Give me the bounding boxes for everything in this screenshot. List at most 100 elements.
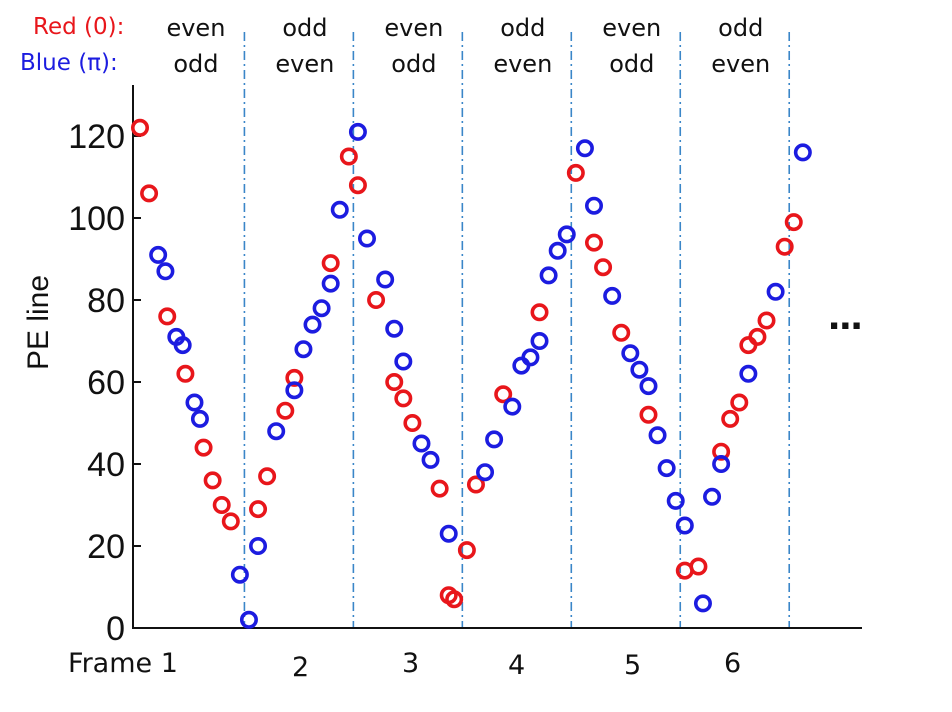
blue-point xyxy=(394,352,413,371)
red-parity-label: odd xyxy=(282,14,328,42)
blue-point xyxy=(385,319,404,338)
blue-point xyxy=(539,266,558,285)
red-point xyxy=(757,311,776,330)
blue-point xyxy=(739,364,758,383)
blue-point xyxy=(530,331,549,350)
y-tick-label: 20 xyxy=(87,528,125,566)
frame-label: 6 xyxy=(724,648,742,679)
frame-label: 5 xyxy=(624,650,642,681)
blue-point xyxy=(421,450,440,469)
blue-parity-label: odd xyxy=(173,50,219,78)
red-point xyxy=(466,475,485,494)
red-point xyxy=(494,385,513,404)
red-point xyxy=(321,254,340,273)
red-parity-label: odd xyxy=(718,14,764,42)
red-point xyxy=(403,413,422,432)
blue-point xyxy=(521,348,540,367)
blue-parity-label: even xyxy=(711,50,771,78)
y-tick-label: 100 xyxy=(68,200,125,238)
red-point xyxy=(176,364,195,383)
blue-point xyxy=(348,122,367,141)
blue-point xyxy=(149,245,168,264)
y-tick-label: 40 xyxy=(87,446,125,484)
red-point xyxy=(194,438,213,457)
red-point xyxy=(457,541,476,560)
blue-point xyxy=(303,315,322,334)
red-point xyxy=(594,258,613,277)
red-point xyxy=(689,557,708,576)
blue-point xyxy=(285,381,304,400)
blue-point xyxy=(793,143,812,162)
blue-point xyxy=(312,299,331,318)
blue-point xyxy=(173,336,192,355)
red-point xyxy=(348,176,367,195)
red-point xyxy=(258,467,277,486)
blue-point xyxy=(675,516,694,535)
red-point xyxy=(530,303,549,322)
blue-point xyxy=(267,422,286,441)
y-tick-label: 60 xyxy=(87,364,125,402)
blue-point xyxy=(693,594,712,613)
red-point xyxy=(430,479,449,498)
blue-point xyxy=(239,610,258,629)
red-series-label: Red (0): xyxy=(33,14,125,40)
red-point xyxy=(566,163,585,182)
red-point xyxy=(584,233,603,252)
red-point xyxy=(748,327,767,346)
blue-point xyxy=(703,487,722,506)
frame-boundary-lines xyxy=(243,32,791,628)
blue-point xyxy=(548,241,567,260)
red-point xyxy=(339,147,358,166)
red-parity-label: even xyxy=(166,14,226,42)
blue-parity-label: odd xyxy=(391,50,437,78)
blue-point xyxy=(190,409,209,428)
blue-point xyxy=(412,434,431,453)
blue-point xyxy=(321,274,340,293)
axes xyxy=(132,85,862,629)
frame-label: Frame 1 xyxy=(68,648,178,679)
red-point xyxy=(276,401,295,420)
red-point xyxy=(721,409,740,428)
frame-label: 3 xyxy=(402,648,420,679)
y-tick-label: 80 xyxy=(87,282,125,320)
red-point xyxy=(385,372,404,391)
red-point xyxy=(612,323,631,342)
red-point xyxy=(140,184,159,203)
red-point xyxy=(212,495,231,514)
red-point xyxy=(221,512,240,531)
red-point xyxy=(784,213,803,232)
red-parity-label: even xyxy=(602,14,662,42)
data-points xyxy=(131,118,812,629)
blue-point xyxy=(666,491,685,510)
red-parity-label: even xyxy=(384,14,444,42)
blue-point xyxy=(230,565,249,584)
blue-point xyxy=(557,225,576,244)
blue-point xyxy=(766,282,785,301)
red-point xyxy=(775,237,794,256)
red-point xyxy=(285,368,304,387)
blue-point xyxy=(330,200,349,219)
blue-point xyxy=(485,430,504,449)
blue-point xyxy=(639,377,658,396)
red-point xyxy=(639,405,658,424)
blue-point xyxy=(603,286,622,305)
y-tick-label: 120 xyxy=(68,118,125,156)
blue-point xyxy=(712,454,731,473)
blue-point xyxy=(630,360,649,379)
y-tick-label: 0 xyxy=(106,610,125,648)
blue-point xyxy=(648,426,667,445)
blue-point xyxy=(621,344,640,363)
red-point xyxy=(367,290,386,309)
y-axis-label: PE line xyxy=(22,274,55,370)
red-point xyxy=(712,442,731,461)
red-point xyxy=(394,389,413,408)
blue-parity-label: even xyxy=(275,50,335,78)
blue-point xyxy=(512,356,531,375)
red-point xyxy=(249,500,268,519)
red-point xyxy=(158,307,177,326)
red-point xyxy=(445,590,464,609)
blue-point xyxy=(156,262,175,281)
red-point xyxy=(739,336,758,355)
blue-point xyxy=(439,524,458,543)
